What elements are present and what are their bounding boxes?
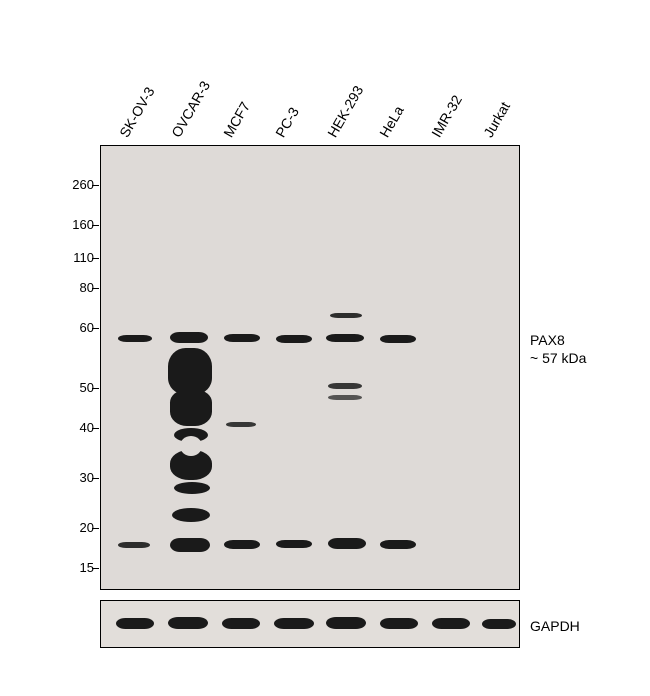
band bbox=[380, 335, 416, 343]
lane-label: HeLa bbox=[376, 103, 407, 140]
gapdh-band bbox=[482, 619, 516, 629]
mw-label: 80 bbox=[68, 280, 94, 295]
band bbox=[326, 334, 364, 342]
mw-label: 160 bbox=[68, 217, 94, 232]
protein-label: ~ 57 kDa bbox=[530, 350, 586, 366]
main-blot bbox=[100, 145, 520, 590]
mw-label: 20 bbox=[68, 520, 94, 535]
gapdh-band bbox=[326, 617, 366, 629]
lane-label: MCF7 bbox=[220, 99, 253, 140]
mw-tick bbox=[92, 225, 99, 226]
mw-label: 60 bbox=[68, 320, 94, 335]
mw-tick bbox=[92, 528, 99, 529]
mw-tick bbox=[92, 185, 99, 186]
mw-tick bbox=[92, 328, 99, 329]
band bbox=[330, 313, 362, 318]
gapdh-band bbox=[116, 618, 154, 629]
band bbox=[328, 538, 366, 549]
band bbox=[276, 540, 312, 548]
gapdh-band bbox=[432, 618, 470, 629]
band bbox=[170, 538, 210, 552]
band bbox=[380, 540, 416, 549]
lane-label: Jurkat bbox=[480, 99, 513, 140]
band bbox=[276, 335, 312, 343]
gapdh-band bbox=[222, 618, 260, 629]
gapdh-label: GAPDH bbox=[530, 618, 580, 634]
mw-tick bbox=[92, 388, 99, 389]
band bbox=[118, 542, 150, 548]
lane-label: OVCAR-3 bbox=[168, 78, 213, 140]
mw-tick bbox=[92, 428, 99, 429]
band bbox=[328, 395, 362, 400]
band bbox=[224, 334, 260, 342]
band bbox=[328, 383, 362, 389]
gapdh-band bbox=[168, 617, 208, 629]
mw-label: 50 bbox=[68, 380, 94, 395]
mw-label: 260 bbox=[68, 177, 94, 192]
smear-blob bbox=[180, 436, 202, 456]
western-blot-figure: SK-OV-3 OVCAR-3MCF7 PC-3 HEK-293 HeLa IMR-32 J… bbox=[30, 30, 620, 666]
mw-tick bbox=[92, 288, 99, 289]
gapdh-band bbox=[274, 618, 314, 629]
mw-label: 110 bbox=[68, 250, 94, 265]
mw-label: 15 bbox=[68, 560, 94, 575]
lane-label: HEK-293 bbox=[324, 83, 366, 140]
smear-blob bbox=[170, 390, 212, 426]
lane-label: PC-3 bbox=[272, 104, 302, 140]
smear-blob bbox=[174, 482, 210, 494]
band bbox=[118, 335, 152, 342]
band bbox=[170, 332, 208, 343]
mw-tick bbox=[92, 568, 99, 569]
mw-label: 30 bbox=[68, 470, 94, 485]
band bbox=[224, 540, 260, 549]
smear-blob bbox=[172, 508, 210, 522]
lane-label: IMR-32 bbox=[428, 92, 465, 140]
gapdh-band bbox=[380, 618, 418, 629]
smear-blob bbox=[168, 348, 212, 394]
band bbox=[226, 422, 256, 427]
mw-tick bbox=[92, 478, 99, 479]
mw-tick bbox=[92, 258, 99, 259]
protein-label: PAX8 bbox=[530, 332, 565, 348]
mw-label: 40 bbox=[68, 420, 94, 435]
lane-label: SK-OV-3 bbox=[116, 84, 157, 140]
